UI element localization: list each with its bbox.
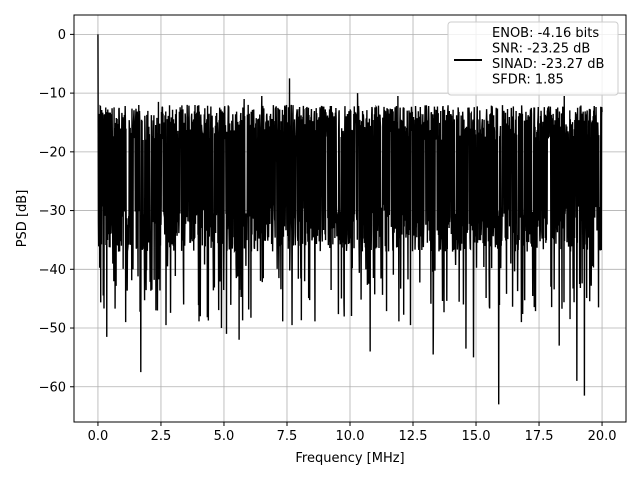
x-tick-label: 17.5	[525, 429, 554, 444]
x-tick-label: 0.0	[88, 429, 109, 444]
x-tick-label: 10.0	[336, 429, 365, 444]
x-tick-label: 12.5	[399, 429, 428, 444]
x-tick-label: 2.5	[151, 429, 172, 444]
psd-trace	[97, 34, 603, 405]
y-tick-label: −20	[39, 145, 66, 160]
y-axis-label: PSD [dB]	[15, 190, 30, 248]
x-tick-label: 5.0	[214, 429, 235, 444]
legend-box	[447, 21, 619, 96]
x-axis: 0.0 2.5 5.0 7.5 10.0 12.5 15.0 17.5 20.0	[88, 422, 617, 444]
legend-label: ENOB: -4.16 bits SNR: -23.25 dB SINAD: -23…	[492, 26, 604, 88]
y-tick-label: 0	[58, 28, 66, 43]
x-tick-label: 7.5	[277, 429, 298, 444]
x-axis-label: Frequency [MHz]	[295, 451, 404, 466]
y-tick-label: −30	[39, 204, 66, 219]
y-axis: 0 −10 −20 −30 −40 −50 −60	[39, 28, 74, 395]
x-tick-label: 20.0	[588, 429, 617, 444]
y-tick-label: −60	[39, 380, 66, 395]
x-tick-label: 15.0	[462, 429, 491, 444]
legend: ENOB: -4.16 bits SNR: -23.25 dB SINAD: -23…	[447, 21, 619, 96]
y-tick-label: −10	[39, 87, 66, 102]
y-tick-label: −50	[39, 322, 66, 337]
psd-line	[97, 34, 603, 405]
y-tick-label: −40	[39, 263, 66, 278]
